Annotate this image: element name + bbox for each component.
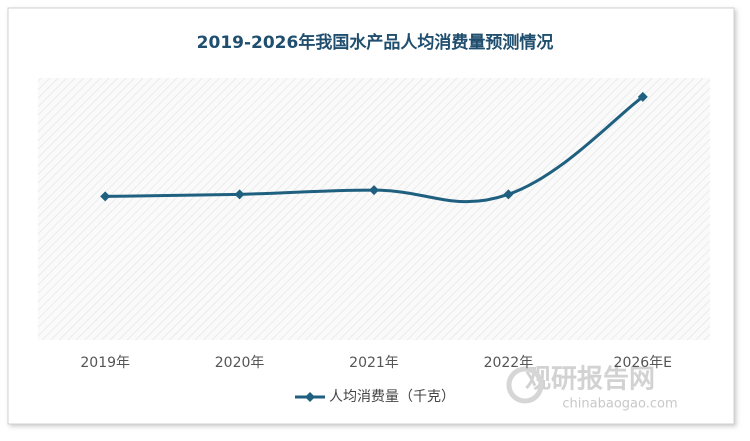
x-tick-label: 2021年 [349,355,399,371]
series-line [105,95,644,204]
point-marker [503,189,514,200]
point-marker [369,185,379,196]
watermark-url: chinabaogao.com [562,397,677,412]
legend-label: 人均消费量（千克） [329,389,455,405]
x-tick-label: 2026年E [614,355,672,371]
chart-title: 2019-2026年我国水产品人均消费量预测情况 [197,32,554,53]
point-marker [637,91,648,102]
x-tick-label: 2019年 [80,355,130,371]
watermark-name: 观研报告网 [525,364,655,395]
legend-marker [305,392,315,402]
plot-area [38,78,710,340]
point-marker [100,191,111,202]
x-tick-label: 2020年 [215,355,265,371]
watermark-logo [506,366,544,404]
point-marker [234,189,245,200]
x-tick-label: 2022年 [484,355,534,371]
